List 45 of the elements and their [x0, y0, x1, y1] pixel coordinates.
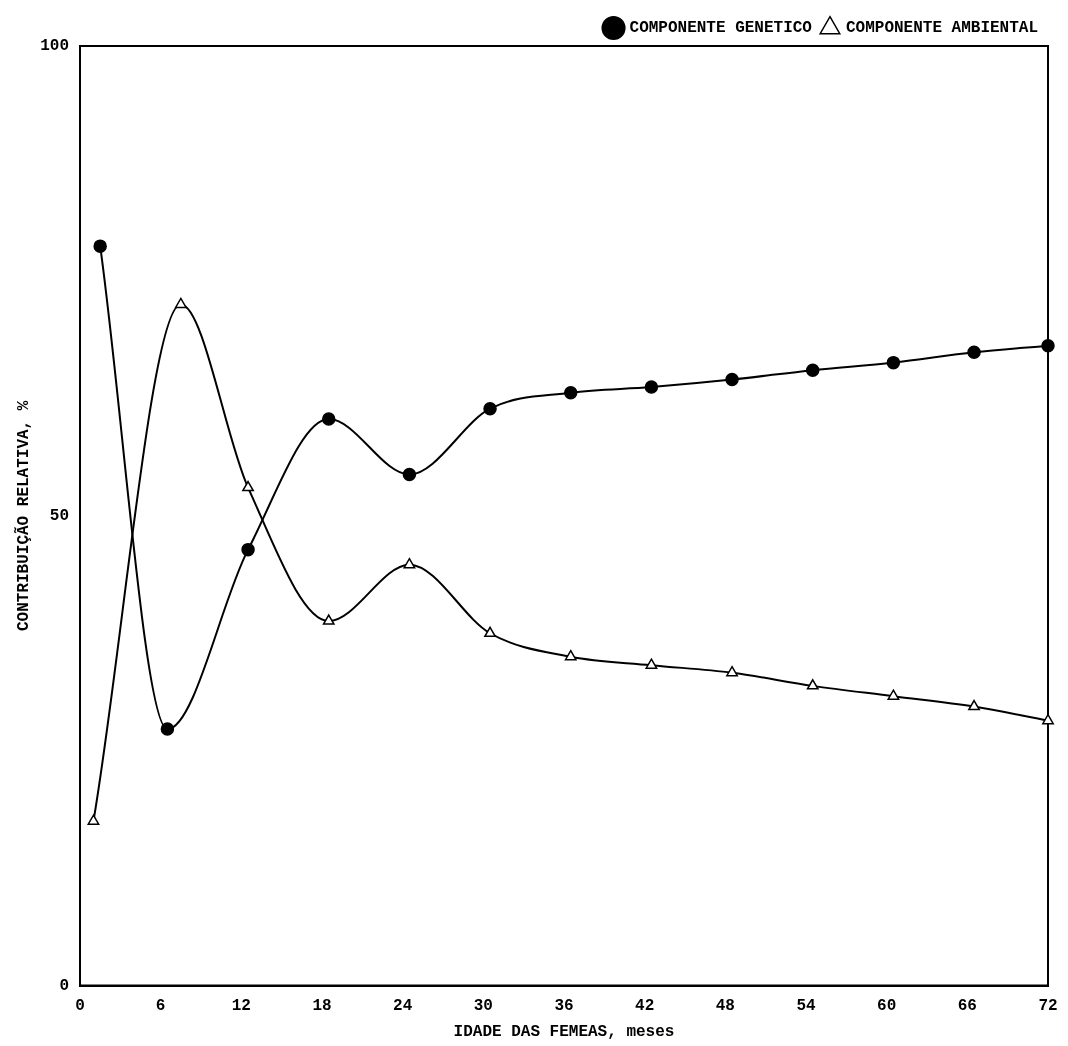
point [805, 363, 820, 377]
point [322, 614, 335, 625]
point [483, 401, 497, 416]
point [87, 814, 100, 825]
x-tick-label: 36 [554, 997, 574, 1016]
point [886, 355, 901, 370]
x-tick-label: 0 [75, 997, 85, 1016]
point [403, 557, 416, 569]
x-tick-label: 66 [957, 997, 977, 1016]
y-tick-label: 100 [40, 37, 69, 56]
point [242, 480, 255, 492]
point [402, 467, 417, 482]
point [563, 385, 578, 400]
point [93, 239, 107, 253]
point [644, 380, 659, 394]
y-tick-label: 50 [49, 506, 69, 525]
x-tick-label: 18 [312, 997, 332, 1016]
legend-label: COMPONENTE GENETICO [629, 19, 813, 38]
legend-label: COMPONENTE AMBIENTAL [845, 19, 1038, 38]
point [321, 412, 336, 426]
point [564, 649, 577, 661]
point [968, 699, 980, 711]
point [174, 297, 187, 309]
y-axis-title: CONTRIBUIÇÃO RELATIVA, % [13, 400, 33, 632]
point [887, 689, 900, 700]
x-tick-label: 6 [155, 997, 166, 1016]
point [806, 679, 819, 690]
x-tick-label: 48 [715, 997, 735, 1016]
x-axis-title: IDADE DAS FEMEAS, meses [453, 1023, 675, 1042]
x-tick-label: 12 [231, 997, 251, 1016]
x-tick-label: 72 [1038, 997, 1058, 1016]
point [645, 658, 658, 669]
x-tick-label: 60 [877, 997, 897, 1016]
point [160, 722, 175, 736]
x-tick-label: 24 [393, 997, 413, 1016]
point [967, 345, 981, 360]
x-tick-label: 54 [796, 997, 816, 1016]
point [726, 665, 738, 677]
y-tick-label: 0 [59, 976, 69, 995]
point [241, 542, 255, 557]
point [1041, 338, 1055, 353]
point [484, 626, 496, 637]
x-tick-label: 42 [635, 997, 655, 1016]
x-tick-label: 30 [473, 997, 493, 1016]
point [725, 372, 739, 387]
